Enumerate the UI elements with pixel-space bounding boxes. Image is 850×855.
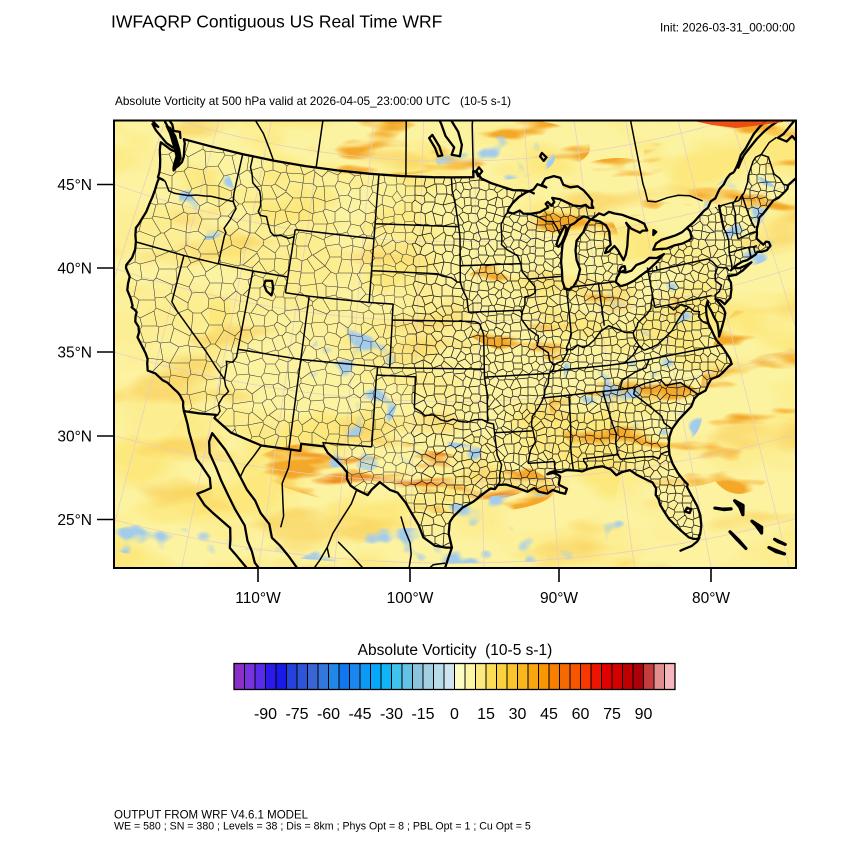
svg-text:40°N: 40°N — [57, 261, 92, 278]
svg-text:-90: -90 — [254, 706, 277, 723]
svg-text:80°W: 80°W — [692, 590, 730, 607]
svg-text:90: 90 — [635, 706, 653, 723]
svg-text:35°N: 35°N — [57, 345, 92, 362]
svg-text:45°N: 45°N — [57, 177, 92, 194]
svg-text:IWFAQRP Contiguous US Real Tim: IWFAQRP Contiguous US Real Time WRF — [111, 12, 442, 32]
svg-text:WE = 580 ; SN = 380 ; Levels =: WE = 580 ; SN = 380 ; Levels = 38 ; Dis … — [114, 821, 531, 833]
svg-text:30°N: 30°N — [57, 429, 92, 446]
svg-text:75: 75 — [603, 706, 621, 723]
svg-text:-15: -15 — [411, 706, 434, 723]
svg-text:100°W: 100°W — [387, 590, 434, 607]
svg-text:30: 30 — [509, 706, 527, 723]
svg-text:110°W: 110°W — [235, 590, 281, 607]
svg-text:-75: -75 — [285, 706, 308, 723]
svg-text:0: 0 — [450, 706, 459, 723]
svg-text:Absolute Vorticity at 500 hPa: Absolute Vorticity at 500 hPa valid at 2… — [115, 94, 511, 108]
svg-text:OUTPUT FROM WRF V4.6.1 MODEL: OUTPUT FROM WRF V4.6.1 MODEL — [114, 810, 309, 822]
svg-text:Absolute Vorticity (10-5 s-1): Absolute Vorticity (10-5 s-1) — [358, 642, 553, 659]
svg-text:90°W: 90°W — [540, 590, 578, 607]
svg-text:Init: 2026-03-31_00:00:00: Init: 2026-03-31_00:00:00 — [660, 21, 796, 35]
svg-text:-60: -60 — [317, 706, 340, 723]
svg-text:45: 45 — [540, 706, 558, 723]
svg-text:25°N: 25°N — [57, 512, 92, 529]
svg-text:-30: -30 — [380, 706, 403, 723]
svg-text:-45: -45 — [348, 706, 371, 723]
svg-text:60: 60 — [572, 706, 590, 723]
svg-text:15: 15 — [477, 706, 495, 723]
